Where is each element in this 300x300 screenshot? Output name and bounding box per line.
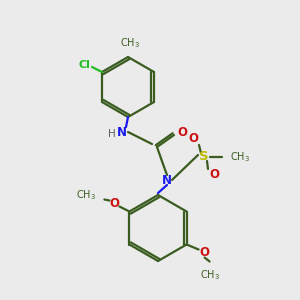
Text: S: S — [199, 151, 209, 164]
Text: H: H — [108, 129, 116, 139]
Text: CH$_3$: CH$_3$ — [120, 36, 140, 50]
Text: N: N — [117, 125, 127, 139]
Text: N: N — [162, 173, 172, 187]
Text: O: O — [200, 246, 210, 259]
Text: O: O — [110, 197, 119, 210]
Text: O: O — [177, 127, 187, 140]
Text: Cl: Cl — [78, 60, 90, 70]
Text: CH$_3$: CH$_3$ — [200, 268, 220, 282]
Text: O: O — [209, 169, 219, 182]
Text: O: O — [188, 133, 198, 146]
Text: CH$_3$: CH$_3$ — [76, 189, 96, 202]
Text: CH$_3$: CH$_3$ — [230, 150, 250, 164]
